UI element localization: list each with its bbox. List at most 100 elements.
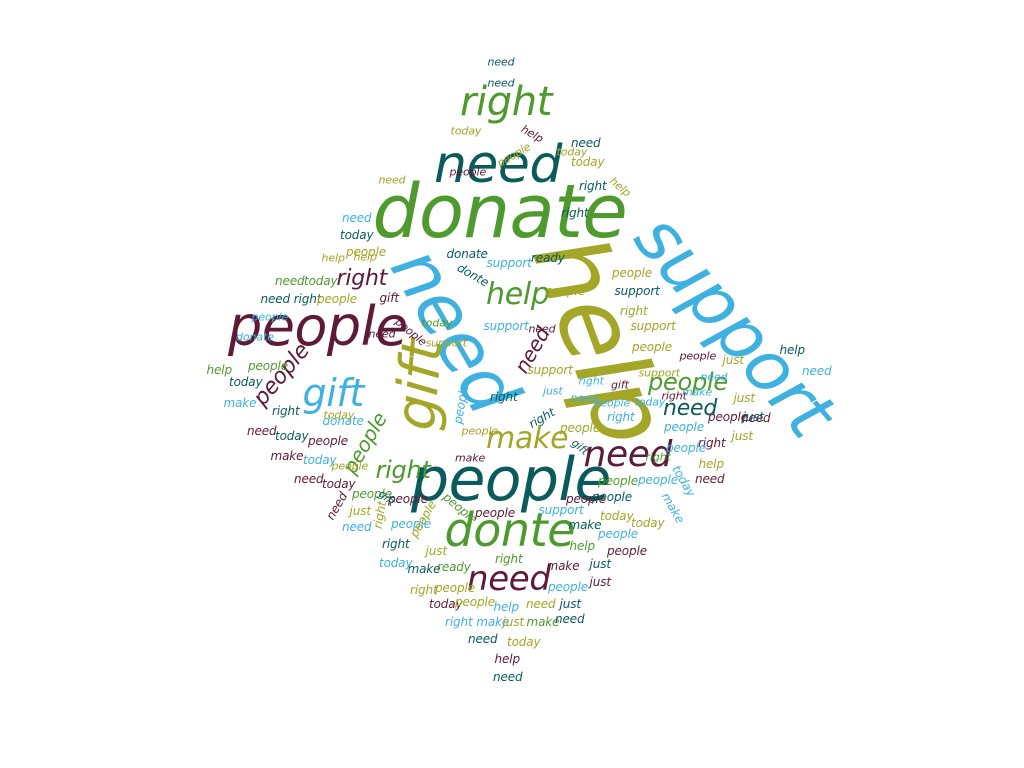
word-make: make [526, 615, 560, 629]
word-need: need [695, 472, 725, 486]
word-right: right [579, 179, 607, 193]
word-need: need [571, 136, 601, 150]
word-right: right [490, 390, 518, 404]
word-right: right [607, 410, 635, 424]
word-people: people [331, 459, 369, 473]
word-today: today [429, 597, 463, 611]
word-today: today [507, 635, 541, 649]
word-people: people [346, 245, 386, 259]
word-support: support [630, 319, 676, 333]
word-need: need [468, 632, 498, 646]
word-right: right [382, 537, 410, 551]
word-need: need [294, 472, 324, 486]
word-today: today [229, 375, 263, 389]
word-just: just [733, 391, 756, 405]
word-people: people [391, 517, 431, 531]
word-gift: gift [382, 337, 456, 433]
word-need: need [487, 76, 515, 90]
word-people: people [308, 434, 348, 448]
word-just: just [742, 410, 765, 424]
word-people: people [388, 492, 428, 506]
word-right: right [375, 456, 431, 484]
word-people: people [648, 368, 728, 396]
word-just: just [502, 615, 525, 629]
word-people: people [435, 581, 475, 595]
word-right-make: right make [445, 615, 510, 629]
word-right: right [495, 552, 523, 566]
word-make: make [546, 559, 580, 573]
word-right: right [620, 304, 648, 318]
word-people: people [632, 340, 672, 354]
word-donte: donte [444, 503, 576, 557]
word-just: just [425, 544, 448, 558]
word-help: help [486, 277, 550, 312]
word-donate: donate [236, 330, 274, 344]
word-need-right: need right [260, 292, 322, 306]
word-help: help [494, 652, 521, 666]
word-people: people [598, 474, 638, 488]
word-people: people [592, 490, 632, 504]
word-people: people [545, 284, 585, 298]
word-just: just [731, 429, 754, 443]
word-people: people [461, 424, 499, 438]
word-make: make [270, 449, 304, 463]
word-just: just [589, 575, 612, 589]
word-just: just [543, 384, 563, 398]
word-people: people [411, 445, 611, 515]
word-people: people [228, 295, 408, 358]
word-right: right [698, 436, 726, 450]
word-people: people [455, 595, 495, 609]
word-need: need [342, 211, 372, 225]
word-right: right [336, 266, 388, 291]
word-just: just [589, 557, 612, 571]
word-help: help [698, 457, 725, 471]
word-donate: donate [372, 169, 628, 255]
word-need: need [555, 612, 585, 626]
word-people: people [566, 492, 606, 506]
word-help: help [321, 251, 345, 265]
word-help: help [206, 363, 233, 377]
word-right: right [272, 404, 300, 418]
word-just: just [349, 504, 372, 518]
word-people: people [666, 441, 706, 455]
word-ready: ready [531, 251, 565, 265]
word-people: people [593, 396, 631, 410]
word-need: need [700, 370, 728, 384]
word-support: support [425, 336, 468, 350]
word-people: people [352, 487, 392, 501]
word-today: today [450, 124, 482, 138]
word-people: people [251, 310, 289, 324]
word-people: people [449, 165, 487, 179]
word-just: just [722, 353, 745, 367]
word-make: make [486, 421, 569, 456]
word-ready: ready [437, 560, 471, 574]
word-people: people [548, 580, 588, 594]
word-right: right [410, 583, 438, 597]
word-help: help [353, 250, 377, 264]
word-people: people [317, 292, 357, 306]
word-make: make [407, 562, 441, 576]
word-people: people [560, 421, 600, 435]
word-today: today [323, 408, 355, 422]
word-help: help [493, 600, 520, 614]
word-today: today [571, 155, 605, 169]
word-make: make [223, 396, 257, 410]
word-need: need [467, 559, 551, 599]
word-need: need [493, 670, 523, 684]
word-people: people [708, 410, 748, 424]
word-donate: donate [446, 247, 488, 261]
word-need: need [342, 520, 372, 534]
word-right: right [561, 206, 589, 220]
word-people: people [248, 359, 288, 373]
word-help: help [569, 539, 596, 553]
word-need: need [487, 55, 515, 69]
word-gift: gift [611, 378, 629, 392]
word-need: need [323, 489, 351, 523]
word-help: help [779, 343, 806, 357]
word-today: today [631, 516, 665, 530]
word-people: people [475, 506, 515, 520]
word-right: right [578, 374, 604, 388]
word-need: need [378, 173, 406, 187]
word-today: today [421, 316, 453, 330]
